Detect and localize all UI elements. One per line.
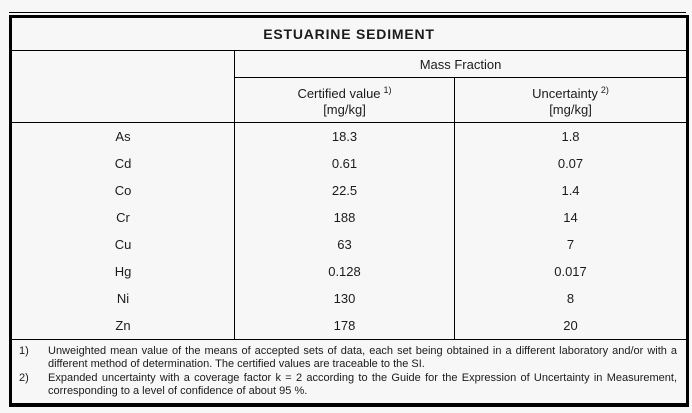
column-label: Uncertainty — [532, 86, 598, 101]
uncertainty-cell: 8 — [453, 285, 688, 312]
certified-value-cell: 18.3 — [331, 129, 358, 144]
certified-value-cell: 188 — [333, 210, 356, 225]
table-row: Hg 0.128 0.017 — [10, 258, 688, 285]
unit-label: [mg/kg] — [323, 102, 366, 117]
uncertainty-cell: 0.017 — [453, 258, 688, 285]
uncertainty-column-header: Uncertainty 2) [mg/kg] — [453, 77, 688, 123]
group-header-row: Mass Fraction — [10, 50, 688, 123]
element-cell: Co — [10, 177, 235, 204]
element-cell: Cd — [10, 150, 235, 177]
certified-value-cell: 0.61 — [331, 156, 358, 171]
footnote-text: Expanded uncertainty with a coverage fac… — [48, 371, 678, 397]
footnote-item: 1) Unweighted mean value of the means of… — [17, 345, 677, 372]
estuarine-sediment-table: ESTUARINE SEDIMENT Mass Fraction Certifi… — [9, 15, 690, 408]
mass-fraction-group-header: Mass Fraction — [234, 50, 688, 78]
element-cell: Zn — [10, 312, 235, 340]
certified-value-cell: 0.128 — [328, 264, 361, 279]
footnote-marker: 1) — [19, 345, 29, 357]
uncertainty-cell: 20 — [453, 312, 688, 340]
certified-value-cell: 63 — [337, 237, 352, 252]
table-row: Cd 0.61 0.07 — [10, 150, 688, 177]
element-cell: Cr — [10, 204, 235, 231]
column-header-row: Certified value 1) [mg/kg] Uncertainty 2) … — [11, 77, 688, 123]
column-label: Certified value — [297, 86, 381, 101]
certified-value-cell: 178 — [333, 318, 356, 333]
table-title: ESTUARINE SEDIMENT — [10, 16, 688, 51]
footnote-item: 2) Expanded uncertainty with a coverage … — [17, 372, 677, 399]
certified-value-cell: 22.5 — [331, 183, 358, 198]
certified-value-column-header: Certified value 1) [mg/kg] — [234, 77, 455, 123]
title-row: ESTUARINE SEDIMENT — [10, 16, 688, 51]
uncertainty-cell: 1.8 — [453, 122, 688, 150]
footnote-ref-1: 1) — [383, 85, 392, 95]
element-cell: Ni — [10, 285, 235, 312]
uncertainty-cell: 1.4 — [453, 177, 688, 204]
certified-value-cell: 130 — [333, 291, 356, 306]
footnote-marker: 2) — [19, 371, 29, 384]
empty-corner-cell — [10, 50, 235, 123]
table-body: ESTUARINE SEDIMENT Mass Fraction Certifi… — [10, 16, 688, 406]
uncertainty-cell: 14 — [453, 204, 688, 231]
element-cell: Hg — [10, 258, 235, 285]
table-row: Cu 63 7 — [10, 231, 688, 258]
footnotes-cell: 1) Unweighted mean value of the means of… — [10, 339, 688, 406]
table-row: Co 22.5 1.4 — [10, 177, 688, 204]
unit-label: [mg/kg] — [549, 102, 592, 117]
element-cell: Cu — [10, 231, 235, 258]
element-cell: As — [10, 122, 235, 150]
outer-top-hairline — [9, 12, 686, 13]
table-row: As 18.3 1.8 — [10, 122, 688, 150]
footnote-ref-2: 2) — [600, 85, 609, 95]
uncertainty-cell: 7 — [453, 231, 688, 258]
footnote-text: Unweighted mean value of the means of ac… — [48, 345, 678, 371]
uncertainty-cell: 0.07 — [453, 150, 688, 177]
table-row: Ni 130 8 — [10, 285, 688, 312]
table-row: Zn 178 20 — [10, 312, 688, 340]
table-row: Cr 188 14 — [10, 204, 688, 231]
footnotes-section: 1) Unweighted mean value of the means of… — [10, 339, 688, 406]
